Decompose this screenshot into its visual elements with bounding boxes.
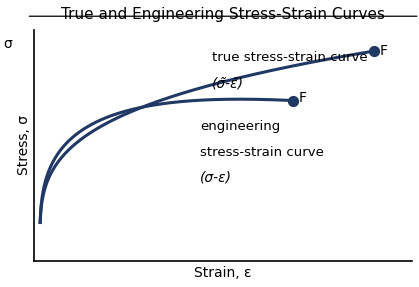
Point — [371, 49, 378, 53]
Text: F: F — [380, 44, 388, 58]
Text: σ: σ — [3, 37, 12, 51]
X-axis label: Strain, ε: Strain, ε — [194, 266, 252, 280]
Text: (σ̃-ε̃): (σ̃-ε̃) — [212, 76, 244, 90]
Y-axis label: Stress, σ: Stress, σ — [17, 115, 31, 175]
Text: F: F — [299, 92, 307, 105]
Text: true stress-strain curve: true stress-strain curve — [212, 51, 367, 64]
Text: stress-strain curve: stress-strain curve — [200, 146, 324, 159]
Text: (σ-ε): (σ-ε) — [200, 170, 233, 185]
Point — [290, 98, 296, 103]
Text: engineering: engineering — [200, 120, 281, 133]
Title: True and Engineering Stress-Strain Curves: True and Engineering Stress-Strain Curve… — [61, 7, 385, 22]
